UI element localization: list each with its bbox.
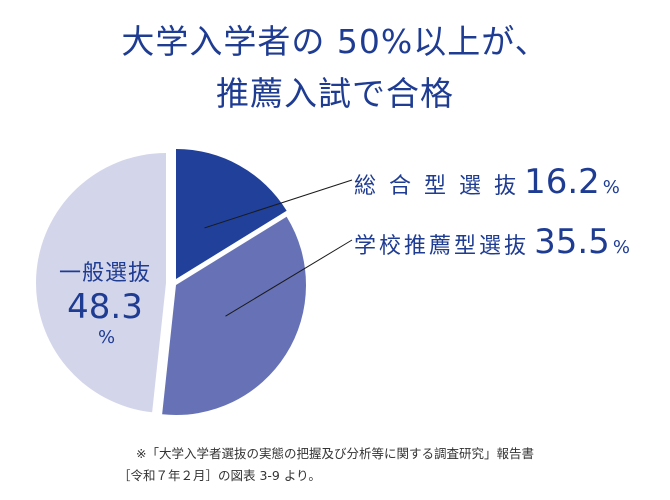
leader-line-school-recommendation bbox=[225, 239, 353, 317]
pie-slice-general bbox=[35, 153, 166, 413]
source-note-line-2: ［令和７年２月］の図表 3-9 より。 bbox=[118, 468, 321, 483]
slice-unit-general: % bbox=[97, 327, 116, 348]
slice-unit-school-recommendation: % bbox=[612, 237, 630, 258]
slice-label-comprehensive: 総 合 型 選 抜 16.2% bbox=[354, 162, 620, 202]
title-line-1: 大学入学者の 50%以上が、 bbox=[121, 22, 549, 61]
slice-label-school-recommendation: 学校推薦型選抜 35.5% bbox=[354, 222, 630, 262]
slice-unit-comprehensive: % bbox=[602, 177, 620, 198]
title-line-2: 推薦入試で合格 bbox=[216, 74, 454, 113]
slice-name-general: 一般選抜 bbox=[58, 261, 151, 286]
slice-name-comprehensive: 総 合 型 選 抜 bbox=[354, 174, 519, 199]
slice-name-school-recommendation: 学校推薦型選抜 bbox=[354, 234, 530, 259]
source-note-line-1: ※「大学入学者選抜の実態の把握及び分析等に関する調査研究」報告書 bbox=[136, 446, 534, 461]
slice-value-general: 48.3 bbox=[67, 287, 143, 327]
slice-value-comprehensive: 16.2 bbox=[524, 162, 600, 202]
leader-line-comprehensive bbox=[204, 179, 353, 229]
pie-slice-school-recommendation bbox=[162, 216, 306, 415]
slice-value-school-recommendation: 35.5 bbox=[534, 222, 610, 262]
pie-slice-comprehensive bbox=[176, 149, 287, 279]
slice-label-general: 一般選抜 48.3% bbox=[50, 255, 160, 348]
